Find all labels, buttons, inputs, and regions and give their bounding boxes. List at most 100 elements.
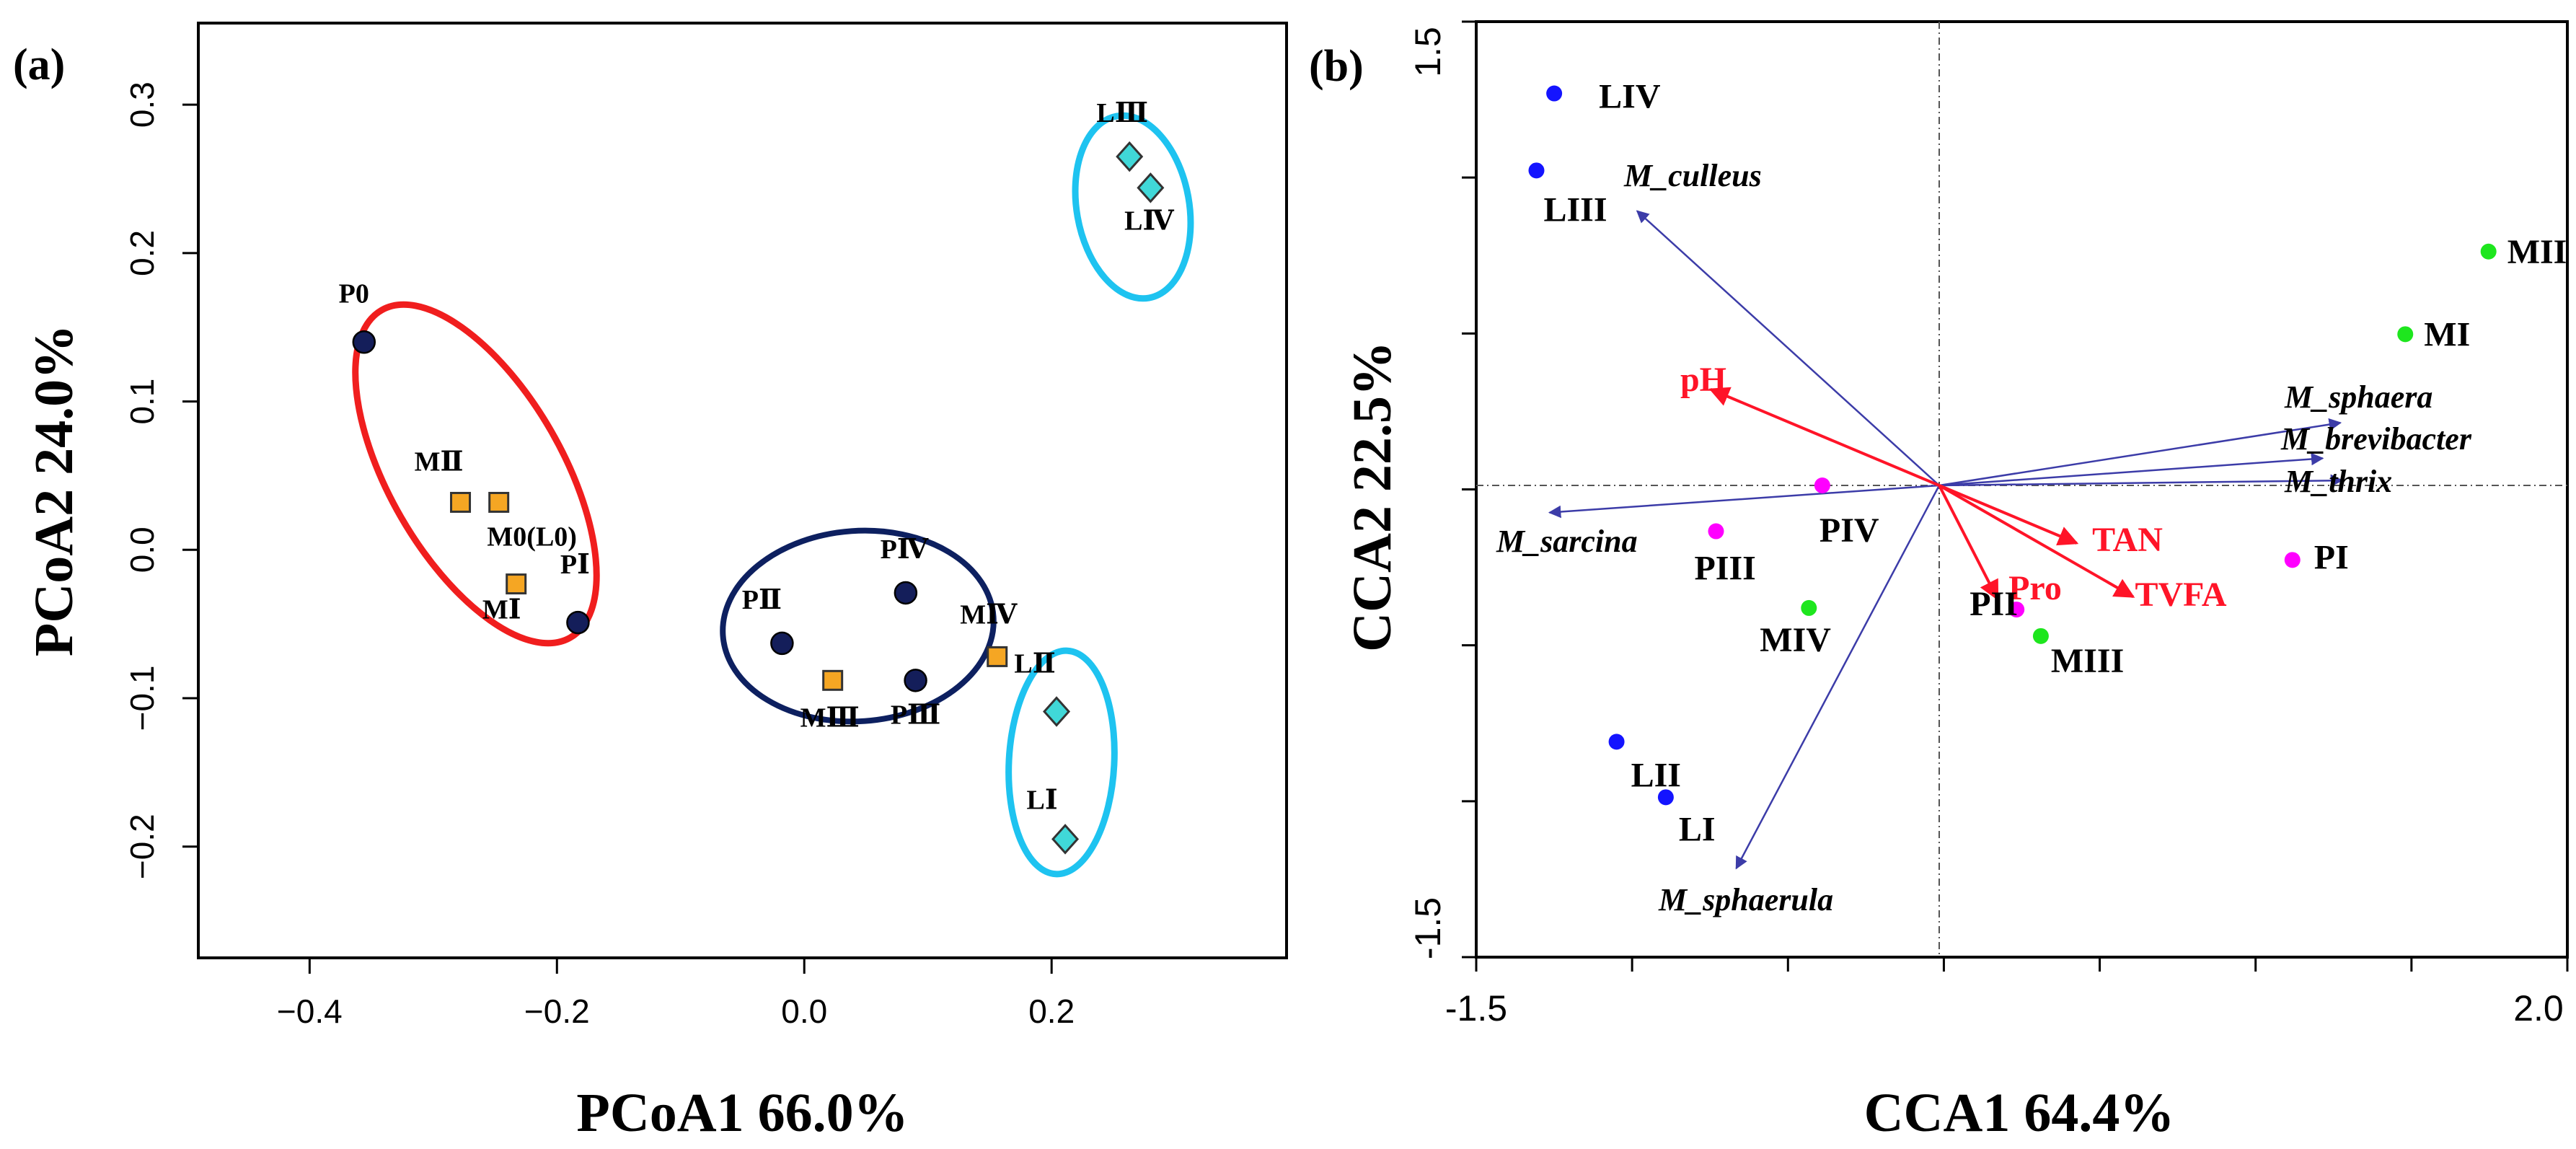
env-label-pro: Pro [2008,569,2062,607]
point-label-li: LⅠ [1026,785,1057,815]
point-label-piv: PⅣ [881,534,929,565]
point-miii [822,669,844,691]
point-b-liv [1546,85,1563,102]
point-label-mii: MⅡ [415,446,464,477]
point-label-b-mi: MI [2424,315,2470,353]
point-b-mii [2480,243,2497,260]
point-li [1051,824,1080,855]
y-tick-label-b-min: -1.5 [1408,897,1448,959]
y-axis-label-a: PCoA2 24.0% [24,325,84,656]
point-label-b-li: LI [1679,810,1716,848]
y-tick-label-a: 0.3 [123,82,161,128]
point-label-b-pii: PII [1970,585,2018,623]
panel-a-pcoa: (a) −0.4 −0.2 0.0 0.2 −0.2 −0.1 0.0 0.1 0.2 0.3 PCo… [13,22,1288,1143]
point-mii [450,491,472,513]
point-b-liii [1528,162,1545,179]
x-tick-label-a: −0.2 [524,992,590,1030]
point-label-liv: LⅣ [1124,206,1174,236]
y-tick-label-a: −0.2 [123,814,161,879]
x-tick-label-b-min: -1.5 [1445,988,1507,1029]
point-miv [987,646,1008,667]
point-liii [1116,141,1144,172]
point-label-b-pi: PI [2314,538,2349,576]
env-arrow-pro [1938,485,1999,601]
point-label-b-miv: MIV [1760,621,1831,659]
point-label-b-piv: PIV [1819,511,1879,550]
point-label-miv: MⅣ [960,599,1018,630]
species-label-m-sarcina: M_sarcina [1496,524,1638,559]
y-tick-label-a: −0.1 [123,666,161,731]
group-ellipse-red [352,301,600,647]
point-label-b-miii: MIII [2051,642,2124,680]
env-label-tan: TAN [2092,521,2163,559]
y-tick-label-a: 0.0 [123,527,161,573]
point-b-miv [1801,599,1817,616]
point-label-b-mii: MII [2507,233,2567,271]
plot-frame-a [197,22,1288,959]
point-b-piv [1814,477,1830,493]
point-label-liii: LⅢ [1096,98,1148,128]
point-lii [1043,696,1071,727]
point-b-lii [1608,734,1625,750]
point-label-b-lii: LII [1631,756,1681,794]
x-tick-label-a: 0.2 [1028,992,1075,1030]
point-label-m0-l0: M0(L0) [487,521,577,552]
y-tick-label-b-max: 1.5 [1408,27,1448,77]
species-arrow-m-sarcina [1548,484,1940,519]
group-ellipse-navy [720,527,997,725]
point-b-pi [2284,552,2301,568]
x-axis-label-a: PCoA1 66.0% [576,1083,908,1143]
point-b-pii [2008,602,2025,618]
panel-b-cca: (b) -1.5 2.0 -1.5 1.5 CCA1 64.4% CCA2 22.5% M_c… [1309,20,2569,1143]
point-label-miii: MⅢ [800,703,860,733]
point-piii [904,669,927,692]
y-axis-label-b: CCA2 22.5% [1342,341,1403,652]
point-p0 [352,330,376,354]
species-arrow-m-culleus [1636,210,1940,486]
panel-label-a: (a) [13,40,65,89]
species-arrow-m-sphaerula [1735,485,1941,870]
point-label-piii: PⅢ [891,700,941,730]
y-tick-label-a: 0.1 [123,379,161,425]
x-tick-label-b-max: 2.0 [2513,988,2564,1029]
env-arrow-tvfa [1938,484,2135,599]
point-label-p0: P0 [339,278,369,309]
species-arrow-m-brevibacter [1938,452,2324,487]
point-pi [566,610,590,635]
point-liv [1137,172,1165,203]
point-label-pii: PⅡ [742,585,782,615]
x-axis-label-b: CCA1 64.4% [1864,1083,2175,1143]
panel-label-b: (b) [1309,42,1364,91]
point-label-b-piii: PIII [1694,550,1755,588]
point-b-miii [2032,628,2049,644]
point-b-li [1657,789,1674,806]
env-arrow-tan [1938,484,2079,546]
env-label-ph: pH [1680,361,1726,399]
point-mi [506,573,527,595]
group-ellipse-cyan-top [1072,112,1194,302]
env-label-tvfa: TVFA [2135,576,2226,614]
point-label-mi: MⅠ [482,595,521,625]
x-tick-label-a: −0.4 [277,992,343,1030]
species-label-m-culleus: M_culleus [1623,158,1762,193]
point-pii [770,631,794,656]
point-m0-l0 [488,491,510,513]
species-label-m-sphaerula: M_sphaerula [1658,882,1833,917]
species-label-m-sphaera: M_sphaera [2284,379,2432,415]
point-label-b-liii: LIII [1543,190,1607,229]
species-arrow-m-thrix [1938,474,2344,488]
x-tick-label-a: 0.0 [781,992,827,1030]
env-arrow-ph [1708,387,1940,487]
point-b-mi [2397,326,2414,343]
point-label-pi: PⅠ [560,550,590,580]
species-label-m-brevibacter: M_brevibacter [2280,421,2472,457]
point-label-b-liv: LIV [1599,78,1661,116]
group-ellipse-cyan-bottom [1005,647,1118,878]
point-b-piii [1708,523,1724,540]
species-label-m-thrix: M_thrix [2284,464,2392,499]
point-label-lii: LⅡ [1014,649,1055,679]
point-piv [894,581,918,605]
y-tick-label-a: 0.2 [123,230,161,276]
species-arrow-m-sphaera [1938,418,2342,487]
